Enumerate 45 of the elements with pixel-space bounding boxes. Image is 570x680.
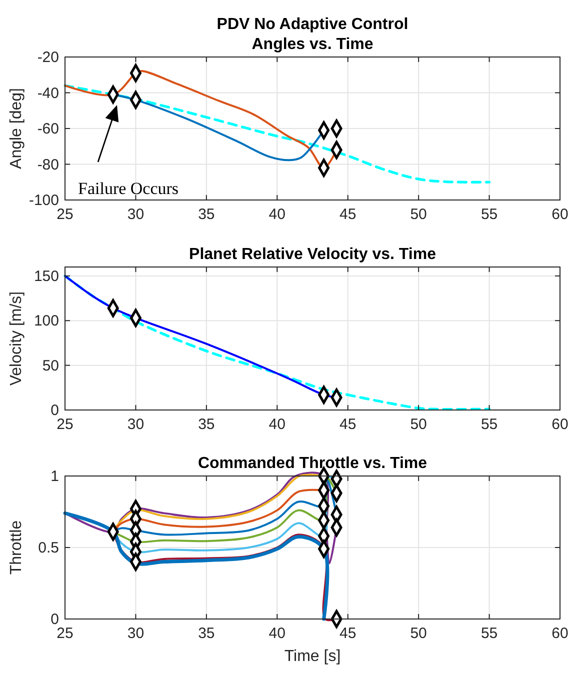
y-axis-title: Throttle (8, 520, 25, 575)
y-tick-label: -80 (37, 156, 59, 174)
x-tick-label: 45 (340, 206, 356, 223)
x-tick-label: 40 (268, 625, 286, 642)
y-tick-label: 1 (50, 468, 59, 485)
y-axis-title: Velocity [m/s] (8, 291, 25, 386)
x-tick-label: 55 (480, 625, 498, 642)
y-tick-label: 150 (34, 268, 59, 285)
x-tick-label: 45 (340, 416, 356, 433)
x-tick-label: 35 (198, 625, 215, 642)
x-tick-label: 50 (410, 625, 427, 642)
y-tick-label: 100 (34, 312, 59, 330)
x-tick-label: 60 (552, 206, 568, 223)
x-tick-label: 50 (410, 206, 427, 223)
y-tick-label: -40 (37, 84, 59, 102)
chart-subtitle: Angles vs. Time (252, 36, 374, 53)
x-tick-label: 40 (268, 206, 286, 223)
x-tick-label: 55 (480, 416, 498, 433)
y-tick-label: -100 (28, 192, 59, 209)
x-tick-label: 40 (268, 416, 286, 433)
y-tick-label: 50 (42, 357, 59, 374)
y-tick-label: -60 (37, 120, 59, 138)
annotation: Failure Occurs (78, 179, 179, 198)
x-tick-label: 35 (198, 416, 215, 433)
x-tick-label: 30 (127, 625, 144, 642)
x-tick-label: 60 (552, 625, 568, 642)
y-axis-title: Angle [deg] (8, 88, 25, 169)
x-tick-label: 25 (56, 625, 74, 642)
x-tick-label: 55 (480, 206, 498, 223)
x-tick-label: 30 (127, 416, 144, 433)
x-tick-label: 50 (410, 416, 427, 433)
chart-title: Commanded Throttle vs. Time (198, 455, 428, 472)
y-tick-label: 0.5 (38, 540, 59, 556)
x-tick-label: 60 (552, 416, 568, 433)
y-tick-label: 0 (50, 611, 59, 628)
chart-title: Planet Relative Velocity vs. Time (189, 246, 436, 263)
y-tick-label: 0 (50, 402, 59, 419)
y-tick-label: -20 (37, 49, 59, 66)
x-tick-label: 35 (198, 206, 215, 223)
x-tick-label: 30 (127, 206, 144, 223)
x-axis-title: Time [s] (284, 648, 341, 665)
x-tick-label: 25 (56, 206, 74, 223)
x-tick-label: 45 (340, 625, 356, 642)
chart-title: PDV No Adaptive Control (216, 16, 408, 33)
x-tick-label: 25 (56, 416, 74, 433)
